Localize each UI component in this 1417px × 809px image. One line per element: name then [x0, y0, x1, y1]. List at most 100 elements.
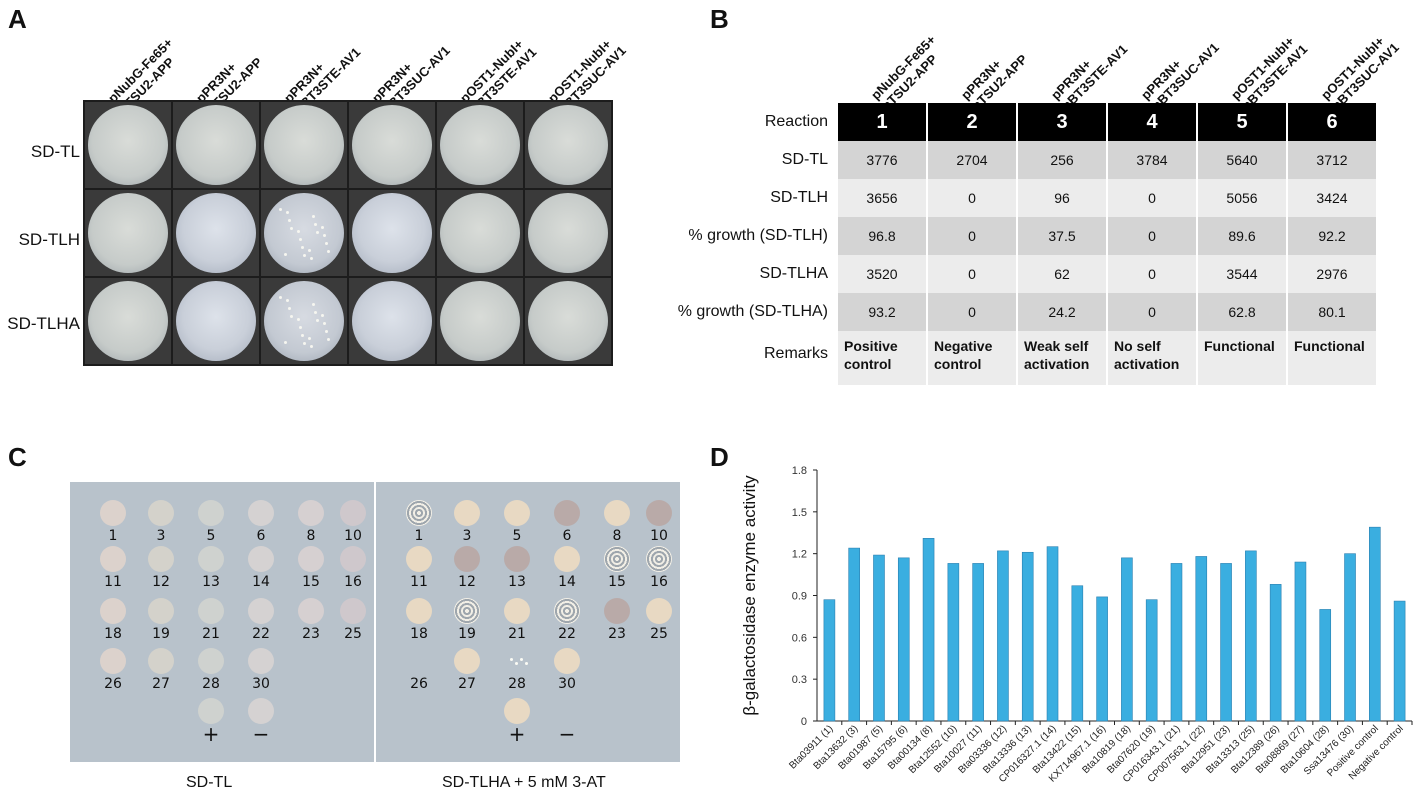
table-cell: 2976 [1288, 255, 1376, 293]
table-cell: 96.8 [838, 217, 926, 255]
table-cell: 3656 [838, 179, 926, 217]
table-cell: 93.2 [838, 293, 926, 331]
plasmid-label: pNubG-Fe65+ pTSU2-APP [868, 31, 941, 114]
bar [897, 557, 910, 722]
spot-plate-sd-tl: 1 3 5 6 8 10 11 12 13 14 15 16 18 19 21 22 23 25 26 27 28 30 +… [70, 482, 374, 762]
bar [823, 599, 836, 722]
spot-label: 8 [306, 528, 316, 544]
spot-label: 16 [344, 574, 362, 590]
yeast-spot [298, 598, 324, 624]
agar-plate [437, 190, 523, 276]
bar [1220, 563, 1232, 722]
spot-label: 8 [612, 528, 622, 544]
spot-label: 16 [650, 574, 668, 590]
agar-plate [437, 278, 523, 364]
bar [1071, 585, 1084, 722]
yeast-spot [454, 546, 480, 572]
table-cell: 0 [928, 255, 1016, 293]
table-cell: 0 [928, 179, 1016, 217]
agar-plate [525, 102, 611, 188]
reaction-number: 1 [838, 103, 926, 141]
table-row-label: Reaction [656, 103, 836, 141]
yeast-spot [198, 598, 224, 624]
yeast-spot [454, 500, 480, 526]
panel-label-a: A [8, 4, 27, 34]
table-cell: 62 [1018, 255, 1106, 293]
y-tick-label: 0 [801, 716, 807, 728]
yeast-spot [646, 546, 672, 572]
bar [1121, 557, 1133, 722]
yeast-spot [504, 546, 530, 572]
spot-label: 6 [256, 528, 266, 544]
bar [922, 538, 935, 722]
y-tick-label: 1.8 [792, 465, 807, 477]
table-cell: 5056 [1198, 179, 1286, 217]
bar [1393, 600, 1406, 722]
bar [972, 563, 984, 722]
remark-cell: Functional [1288, 331, 1376, 385]
agar-plate [85, 102, 171, 188]
reaction-number: 5 [1198, 103, 1286, 141]
yeast-spot [100, 500, 126, 526]
bar [1195, 556, 1208, 722]
spot-label: 18 [104, 626, 122, 642]
spot-label: 14 [252, 574, 270, 590]
spot-plate-caption-right: SD-TLHA + 5 mM 3-AT [442, 774, 606, 791]
y-tick-label: 0.9 [792, 591, 807, 603]
yeast-spot [504, 500, 530, 526]
remark-cell: No self activation [1108, 331, 1196, 385]
agar-plate [261, 102, 347, 188]
panel-label-c: C [8, 442, 27, 472]
spot-label: 13 [508, 574, 526, 590]
bar [1269, 584, 1282, 722]
spot-label: 15 [608, 574, 626, 590]
reaction-number: 3 [1018, 103, 1106, 141]
yeast-spot [340, 598, 366, 624]
plasmid-label: pPR3N+ pBT3SUC-AV1 [1138, 39, 1222, 114]
spot-label: 15 [302, 574, 320, 590]
table-row-label: SD-TLHA [656, 255, 836, 293]
spot-label: 14 [558, 574, 576, 590]
spot-label: 12 [458, 574, 476, 590]
agar-plate [525, 278, 611, 364]
table-row-label: SD-TLH [656, 179, 836, 217]
table-cell: 92.2 [1288, 217, 1376, 255]
plate-row-label: SD-TLH [18, 230, 80, 249]
agar-plate [349, 190, 435, 276]
yeast-spot [554, 500, 580, 526]
bar [1021, 551, 1034, 722]
yeast-spot [198, 500, 224, 526]
bar [1145, 599, 1158, 722]
bar [1170, 563, 1183, 722]
yeast-spot [406, 598, 432, 624]
table-row-label: % growth (SD-TLH) [656, 217, 836, 255]
bar [873, 554, 885, 722]
agar-plate [261, 190, 347, 276]
spot-label: 12 [152, 574, 170, 590]
agar-plate [349, 278, 435, 364]
agar-plate [349, 102, 435, 188]
spot-label: − [252, 722, 270, 746]
yeast-spot [198, 546, 224, 572]
remark-cell: Weak self activation [1018, 331, 1106, 385]
spot-label: 27 [152, 676, 170, 692]
bar [1245, 550, 1257, 722]
remark-cell: Functional [1198, 331, 1286, 385]
bar [848, 547, 860, 722]
bar [1319, 609, 1332, 722]
spot-label: 6 [562, 528, 572, 544]
agar-plate [173, 278, 259, 364]
plasmid-label: pPR3N+ pBT3STE-AV1 [1048, 41, 1131, 114]
spot-plate-sd-tlha: 1 3 5 6 8 10 11 12 13 14 15 16 18 19 21 22 23 25 26 27 28 30 +… [376, 482, 680, 762]
spot-label: 21 [202, 626, 220, 642]
yeast-spot [554, 648, 580, 674]
panel-label-d: D [710, 442, 729, 472]
table-cell: 5640 [1198, 141, 1286, 179]
table-cell: 96 [1018, 179, 1106, 217]
spot-label: 5 [512, 528, 522, 544]
table-cell: 0 [928, 293, 1016, 331]
yeast-spot [554, 598, 580, 624]
yeast-spot [504, 698, 530, 724]
y-tick-label: 1.2 [792, 549, 807, 561]
spot-label: 22 [252, 626, 270, 642]
